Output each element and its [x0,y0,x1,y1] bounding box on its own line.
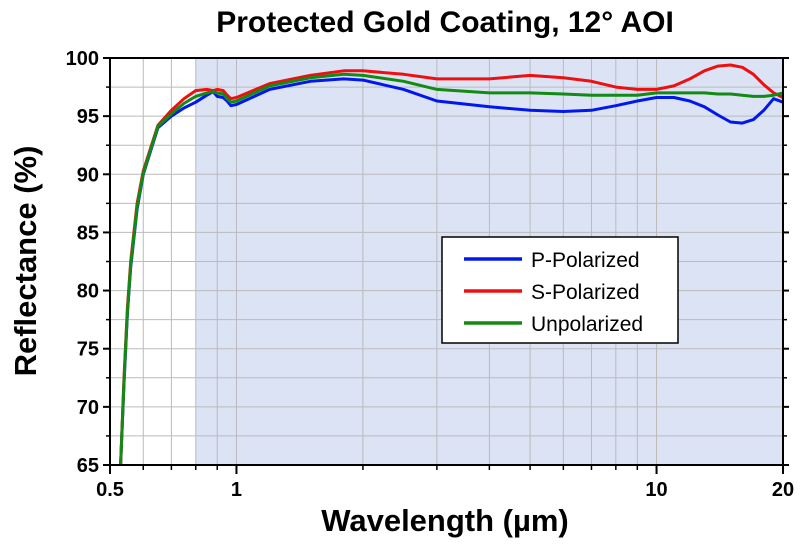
y-tick-label: 70 [77,397,99,419]
y-tick-label: 75 [77,339,99,361]
legend-label-3: Unpolarized [531,313,643,336]
legend-label-2: S-Polarized [531,281,640,304]
series-line-3 [119,72,784,466]
y-tick-label: 90 [77,164,99,186]
y-tick-label: 95 [77,106,99,128]
x-axis-label: Wavelength (µm) [321,503,569,538]
series-line-2 [119,63,784,466]
x-tick-label: 0.5 [96,479,124,501]
x-tick-label: 20 [772,479,794,501]
series-group [119,63,784,466]
y-tick-label: 65 [77,455,99,477]
y-tick-label: 85 [77,222,99,244]
chart-title: Protected Gold Coating, 12° AOI [216,6,674,39]
axis-ticks: 65 70 75 80 85 90 95 100 0.5 1 10 20 [66,48,795,501]
legend: P-Polarized S-Polarized Unpolarized [441,236,679,344]
y-tick-label: 100 [66,48,99,70]
x-tick-label: 10 [645,479,667,501]
legend-label-1: P-Polarized [531,249,640,272]
y-tick-label: 80 [77,281,99,303]
x-tick-label: 1 [231,479,242,501]
